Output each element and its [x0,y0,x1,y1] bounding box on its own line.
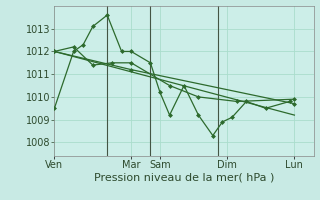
X-axis label: Pression niveau de la mer( hPa ): Pression niveau de la mer( hPa ) [94,173,274,183]
